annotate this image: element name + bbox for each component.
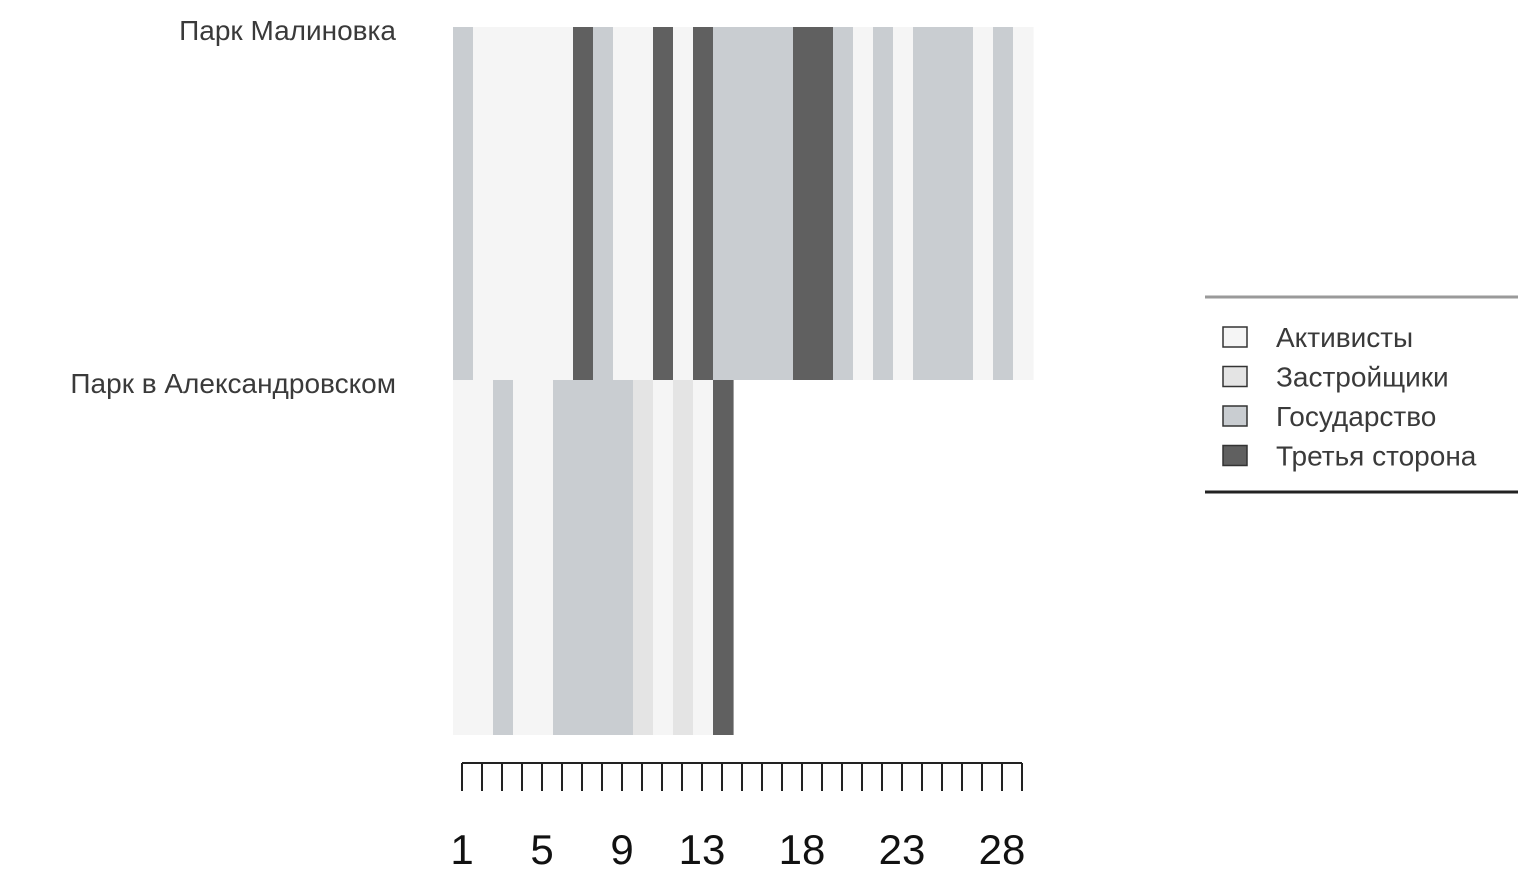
heatmap-cell	[693, 380, 714, 735]
heatmap-cell	[613, 380, 634, 735]
legend-label: Активисты	[1276, 322, 1413, 353]
legend-swatch	[1222, 444, 1248, 467]
legend: Активисты Застройщики Государство Третья ст…	[1205, 295, 1518, 494]
heatmap-cell	[993, 27, 1014, 380]
legend-swatch	[1222, 405, 1248, 427]
heatmap-cell	[673, 380, 694, 735]
row-labels: Парк Малиновка Парк в Александровском	[70, 15, 396, 399]
heatmap-cell	[453, 380, 474, 735]
heatmap-cell	[533, 380, 554, 735]
heatmap-cell	[613, 27, 634, 380]
heatmap-cell	[933, 27, 954, 380]
x-tick-label: 9	[610, 826, 633, 871]
legend-swatch	[1222, 326, 1248, 348]
heatmap-cell	[553, 27, 574, 380]
x-tick-label: 5	[530, 826, 553, 871]
heatmap-cell	[653, 380, 674, 735]
heatmap-cell	[793, 27, 814, 380]
heatmap-cell	[513, 380, 534, 735]
x-tick-label: 13	[679, 826, 726, 871]
heatmap-cell	[593, 27, 614, 380]
heatmap-cell	[633, 27, 654, 380]
heatmap-cell	[593, 380, 614, 735]
heatmap-cell	[1013, 27, 1034, 380]
heatmap-cell	[453, 27, 474, 380]
heatmap-cell	[633, 380, 654, 735]
heatmap-cell	[693, 27, 714, 380]
heatmap-cell	[513, 27, 534, 380]
heatmap-cell	[573, 380, 594, 735]
heatmap-cell	[893, 27, 914, 380]
heatmap-cell	[953, 27, 974, 380]
heatmap-cell	[853, 27, 874, 380]
x-tick-label: 18	[779, 826, 826, 871]
heatmap-cell	[713, 27, 734, 380]
heatmap-cell	[973, 27, 994, 380]
heatmap-cell	[833, 27, 854, 380]
heatmap-cell	[473, 27, 494, 380]
legend-swatch	[1222, 365, 1248, 388]
heatmap-cell	[873, 27, 894, 380]
row-label: Парк в Александровском	[70, 368, 396, 399]
heatmap-cell	[753, 27, 774, 380]
legend-label: Третья сторона	[1276, 441, 1477, 472]
x-axis: 1 5 9 13 18 23 28	[450, 762, 1026, 873]
heatmap-cell	[493, 27, 514, 380]
heatmap-cell	[493, 380, 514, 735]
legend-label: Государство	[1276, 401, 1436, 432]
heatmap-cell	[713, 380, 734, 735]
x-tick-label: 1	[450, 826, 473, 871]
x-tick-label: 23	[879, 826, 926, 871]
heatmap-cell	[573, 27, 594, 380]
heatmap-cell	[733, 27, 754, 380]
heatmap-cell	[913, 27, 934, 380]
heatmap-cell	[673, 27, 694, 380]
x-tick-label: 28	[979, 826, 1026, 871]
heatmap-cell	[553, 380, 574, 735]
heatmap-cell	[653, 27, 674, 380]
heatmap-cell	[773, 27, 794, 380]
heatmap-cell	[473, 380, 494, 735]
heatmap-cell	[533, 27, 554, 380]
row-label: Парк Малиновка	[179, 15, 396, 46]
heatmap-cells	[453, 27, 1034, 735]
legend-label: Застройщики	[1276, 362, 1449, 393]
heatmap-cell	[813, 27, 834, 380]
